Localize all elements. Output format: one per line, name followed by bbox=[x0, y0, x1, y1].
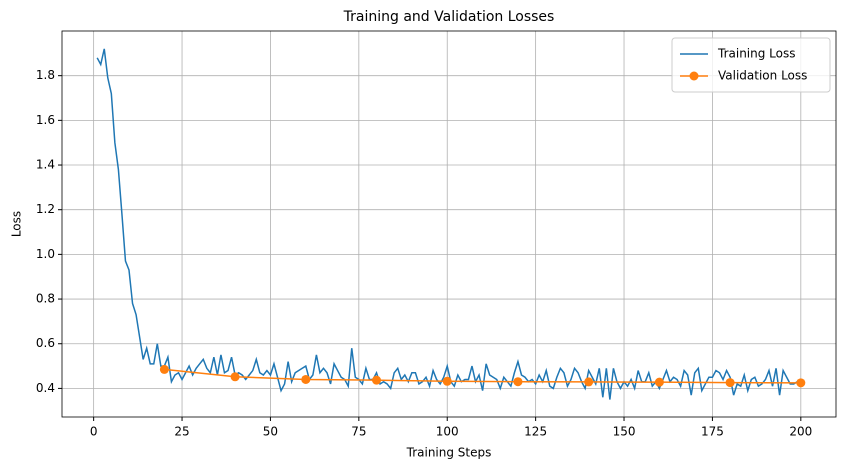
legend-label: Training Loss bbox=[717, 47, 795, 61]
y-tick-label: 0.6 bbox=[36, 336, 55, 350]
point bbox=[230, 372, 240, 382]
y-tick-label: 1.6 bbox=[36, 113, 55, 127]
legend-label: Validation Loss bbox=[718, 69, 807, 83]
x-tick-label: 75 bbox=[351, 425, 366, 439]
x-axis-label: Training Steps bbox=[406, 446, 492, 460]
point bbox=[584, 377, 594, 387]
legend-box bbox=[671, 37, 831, 93]
series-line bbox=[96, 48, 802, 400]
y-axis-label: Loss bbox=[10, 211, 24, 237]
point bbox=[159, 364, 169, 374]
x-tick-label: 100 bbox=[436, 425, 459, 439]
legend-marker bbox=[689, 71, 699, 81]
series-line bbox=[164, 368, 801, 384]
x-tick-label: 125 bbox=[524, 425, 547, 439]
x-tick-label: 50 bbox=[263, 425, 278, 439]
x-tick-label: 200 bbox=[789, 425, 812, 439]
y-tick-label: 1.8 bbox=[36, 68, 55, 82]
y-tick-label: 0.8 bbox=[36, 292, 55, 306]
point bbox=[796, 378, 806, 388]
plot-frame bbox=[61, 30, 837, 418]
x-tick-label: 25 bbox=[174, 425, 189, 439]
y-tick-label: 1.4 bbox=[36, 158, 55, 172]
x-tick-label: 150 bbox=[613, 425, 636, 439]
point bbox=[654, 377, 664, 387]
x-tick-label: 0 bbox=[90, 425, 98, 439]
point bbox=[301, 374, 311, 384]
y-tick-label: 1.2 bbox=[36, 202, 55, 216]
x-tick-label: 175 bbox=[701, 425, 724, 439]
point bbox=[513, 377, 523, 387]
point bbox=[442, 376, 452, 386]
chart-title: Training and Validation Losses bbox=[343, 9, 555, 25]
y-tick-label: 0.4 bbox=[36, 381, 55, 395]
y-tick-label: 1.0 bbox=[36, 247, 55, 261]
point bbox=[725, 378, 735, 388]
point bbox=[372, 375, 382, 385]
